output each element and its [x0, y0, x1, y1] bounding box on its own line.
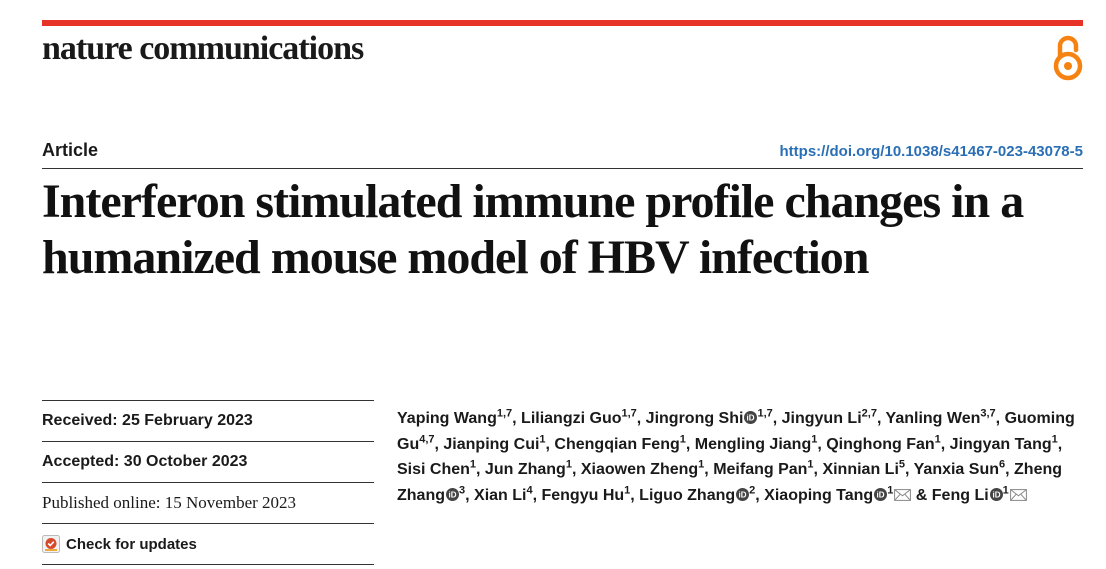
author-name[interactable]: Feng Li — [931, 486, 989, 504]
author-name[interactable]: Jun Zhang — [484, 461, 566, 478]
author-name[interactable]: Qinghong Fan — [826, 435, 935, 453]
author-name[interactable]: Mengling Jiang — [694, 435, 812, 453]
orcid-icon[interactable]: iD — [744, 411, 758, 424]
author-affiliation: 1,7 — [621, 407, 637, 420]
open-access-lock-icon — [1053, 35, 1083, 81]
svg-text:iD: iD — [739, 490, 747, 499]
author-name[interactable]: Xiaowen Zheng — [580, 461, 699, 478]
author-name[interactable]: Guoming Gu — [397, 410, 1075, 453]
author-list: Yaping Wang1,7, Liliangzi Guo1,7, Jingro… — [397, 407, 1075, 504]
author-affiliation: 1 — [1051, 433, 1058, 446]
check-for-updates-icon — [42, 535, 60, 553]
author-name[interactable]: Yanxia Sun — [913, 461, 999, 478]
author-affiliation: 4 — [526, 484, 533, 497]
author-affiliation: 1 — [887, 484, 894, 497]
author-name[interactable]: Chengqian Feng — [554, 435, 680, 453]
accepted-date: Accepted: 30 October 2023 — [42, 453, 248, 470]
author-affiliation: 2 — [749, 484, 756, 497]
author-name[interactable]: Jingrong Shi — [645, 410, 744, 427]
author-name[interactable]: Yaping Wang — [397, 410, 497, 427]
orcid-icon[interactable]: iD — [736, 487, 750, 501]
check-for-updates-label: Check for updates — [66, 535, 197, 553]
author-affiliation: 3,7 — [980, 407, 996, 420]
author-affiliation: 5 — [898, 458, 906, 471]
author-affiliation: 1 — [934, 433, 941, 446]
author-name[interactable]: Zheng Zhang — [397, 461, 1063, 504]
author-name[interactable]: Xian Li — [474, 486, 527, 504]
author-name[interactable]: Xinnian Li — [822, 461, 899, 478]
author-affiliation: 1,7 — [496, 407, 513, 420]
author-affiliation: 1 — [624, 484, 631, 497]
header-divider — [42, 168, 1083, 169]
svg-text:iD: iD — [747, 413, 755, 422]
published-date: Published online: 15 November 2023 — [42, 493, 297, 512]
author-name[interactable]: Xiaoping Tang — [764, 486, 874, 504]
svg-text:iD: iD — [992, 490, 1000, 499]
dates-divider — [42, 400, 374, 401]
author-name[interactable]: Sisi Chen — [397, 461, 470, 478]
envelope-icon[interactable] — [894, 488, 912, 501]
author-name[interactable]: Liliangzi Guo — [521, 410, 622, 427]
author-affiliation: 1 — [807, 458, 814, 471]
author-affiliation: 4,7 — [419, 433, 435, 446]
dates-divider — [42, 482, 374, 483]
svg-text:iD: iD — [449, 490, 457, 499]
author-name[interactable]: Yanling Wen — [885, 410, 981, 427]
author-name[interactable]: Meifang Pan — [713, 461, 808, 478]
author-affiliation: 1 — [565, 458, 572, 471]
dates-divider — [42, 441, 374, 442]
received-date: Received: 25 February 2023 — [42, 412, 253, 429]
author-affiliation: 2,7 — [861, 407, 877, 420]
orcid-icon[interactable]: iD — [446, 487, 459, 501]
article-type: Article — [42, 140, 99, 160]
check-for-updates-button[interactable]: Check for updates — [42, 524, 374, 564]
svg-text:iD: iD — [877, 490, 885, 499]
article-title: Interferon stimulated immune profile cha… — [42, 175, 1024, 284]
author-name[interactable]: Jianping Cui — [443, 435, 540, 453]
dates-divider — [42, 523, 374, 524]
author-affiliation: 1 — [811, 433, 818, 446]
author-name[interactable]: Jingyan Tang — [949, 435, 1052, 453]
dates-divider — [42, 564, 374, 565]
author-affiliation: 1 — [539, 433, 546, 446]
journal-name[interactable]: nature communications — [42, 30, 364, 67]
author-affiliation: 1 — [698, 458, 705, 471]
author-affiliation: 1 — [1002, 484, 1009, 497]
author-affiliation: 1 — [679, 433, 686, 446]
author-name[interactable]: Jingyun Li — [781, 410, 862, 427]
author-affiliation: 1 — [469, 458, 477, 471]
author-affiliation: 6 — [999, 458, 1006, 471]
orcid-icon[interactable]: iD — [989, 487, 1003, 501]
author-name[interactable]: Fengyu Hu — [541, 486, 625, 504]
envelope-icon[interactable] — [1009, 488, 1027, 501]
journal-color-bar — [42, 20, 1083, 26]
orcid-icon[interactable]: iD — [874, 487, 888, 501]
doi-link[interactable]: https://doi.org/10.1038/s41467-023-43078… — [779, 143, 1084, 160]
author-affiliation: 1,7 — [757, 407, 773, 420]
article-dates: Received: 25 February 2023 Accepted: 30 … — [42, 400, 374, 565]
author-affiliation: 3 — [459, 484, 466, 497]
author-name[interactable]: Liguo Zhang — [639, 486, 736, 504]
